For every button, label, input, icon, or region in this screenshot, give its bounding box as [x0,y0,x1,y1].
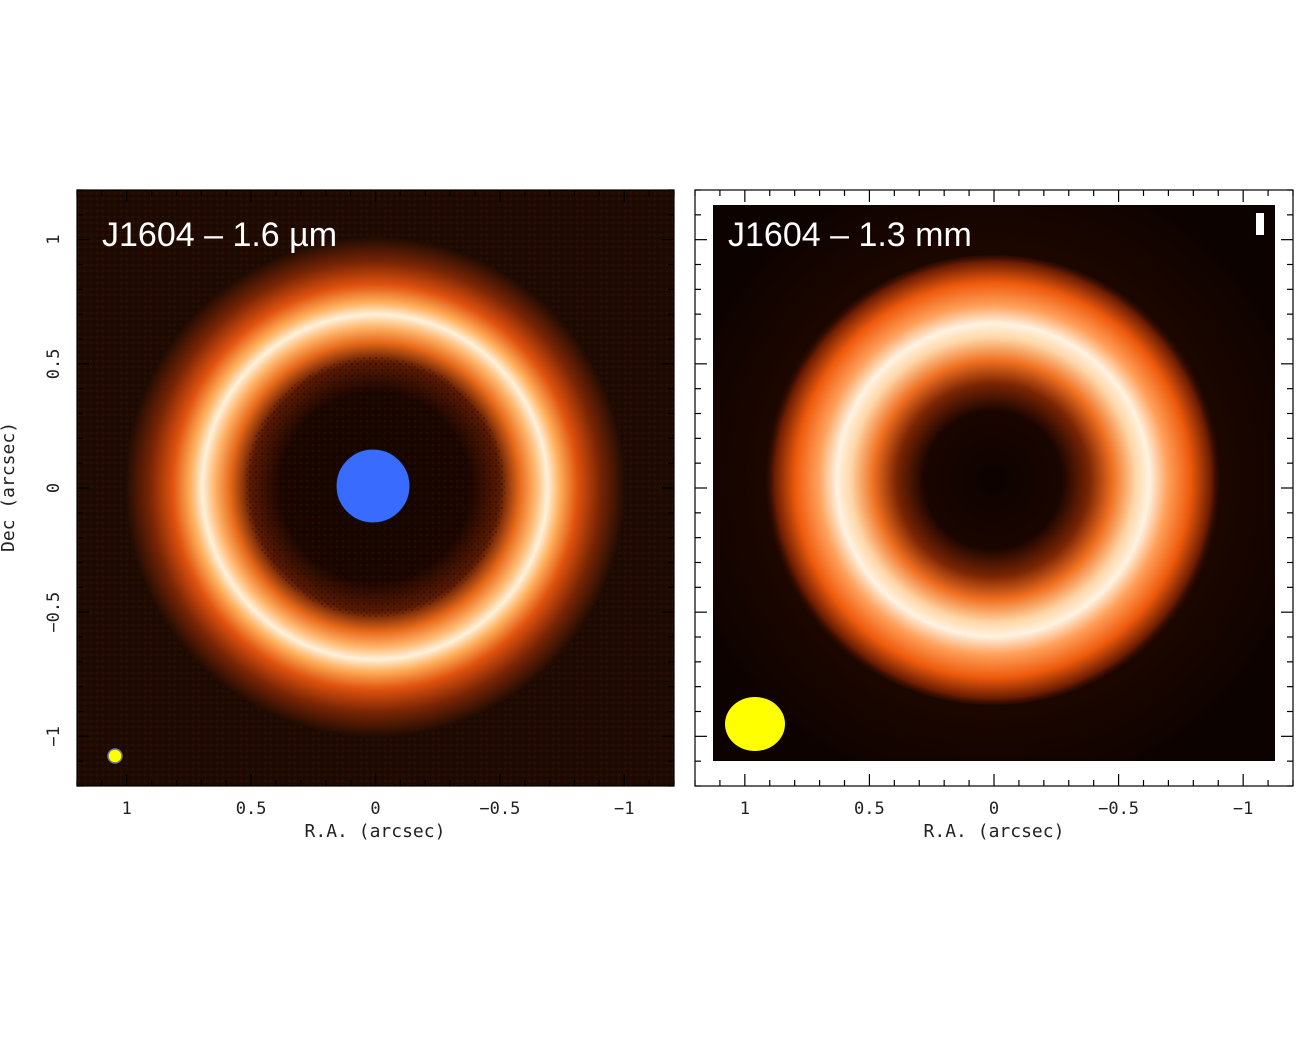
left-ylabel: Dec (arcsec) [0,422,19,552]
left-panel: J1604 – 1.6 µm 1 0.5 0 −0.5 −1 1 0.5 0 −0.5 −1 R… [0,189,675,842]
left-ytick-label: 0.5 [44,348,64,379]
left-xtick-label: 1 [122,799,132,819]
right-xlabel: R.A. (arcsec) [924,821,1065,842]
left-xtick-label: 0 [370,799,380,819]
right-panel: J1604 – 1.3 mm 1 0.5 0 −0.5 −1 R.A. (arcsec) [694,189,1294,842]
left-ytick-label: 1 [44,235,64,245]
right-xtick-label: −1 [1233,799,1253,819]
left-beam [107,748,123,764]
left-xtick-label: 0.5 [236,799,267,819]
left-xtick-label: −0.5 [479,799,520,819]
left-ytick-label: −0.5 [44,592,64,633]
left-ytick-label: 0 [44,483,64,493]
right-xtick-label: −0.5 [1098,799,1139,819]
left-ticks [76,189,675,787]
right-ticks [694,189,1294,787]
right-beam [725,697,785,751]
right-xtick-label: 0.5 [854,799,885,819]
left-panel-title: J1604 – 1.6 µm [102,216,337,254]
right-xtick-label: 0 [989,799,999,819]
left-xlabel: R.A. (arcsec) [305,821,446,842]
left-xtick-label: −1 [614,799,634,819]
right-ring [763,255,1223,705]
star-mask [335,448,411,524]
colorbar-marker [1256,213,1264,235]
right-panel-title: J1604 – 1.3 mm [728,216,972,254]
right-xtick-label: 1 [740,799,750,819]
left-ytick-label: −1 [44,726,64,746]
